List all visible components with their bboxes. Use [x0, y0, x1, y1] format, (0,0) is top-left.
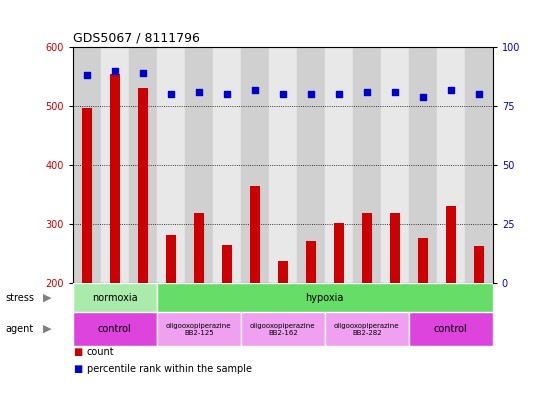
- Point: [222, 91, 231, 97]
- Bar: [446, 206, 456, 283]
- Point: [82, 72, 91, 79]
- Bar: [353, 47, 381, 283]
- Bar: [129, 47, 157, 283]
- Bar: [157, 312, 241, 346]
- Bar: [418, 237, 428, 283]
- Bar: [306, 241, 316, 283]
- Bar: [138, 88, 148, 283]
- Bar: [362, 213, 372, 283]
- Bar: [474, 246, 484, 283]
- Point: [418, 94, 427, 100]
- Point: [278, 91, 287, 97]
- Point: [250, 86, 259, 93]
- Bar: [110, 74, 120, 283]
- Bar: [437, 47, 465, 283]
- Bar: [157, 283, 493, 312]
- Bar: [409, 312, 493, 346]
- Point: [362, 89, 371, 95]
- Text: stress: stress: [6, 293, 35, 303]
- Bar: [157, 47, 185, 283]
- Bar: [166, 235, 176, 283]
- Point: [110, 68, 119, 74]
- Bar: [73, 283, 157, 312]
- Text: ▶: ▶: [43, 293, 52, 303]
- Text: percentile rank within the sample: percentile rank within the sample: [87, 364, 252, 375]
- Text: normoxia: normoxia: [92, 293, 138, 303]
- Point: [334, 91, 343, 97]
- Bar: [213, 47, 241, 283]
- Bar: [250, 185, 260, 283]
- Point: [166, 91, 175, 97]
- Bar: [465, 47, 493, 283]
- Bar: [101, 47, 129, 283]
- Bar: [222, 244, 232, 283]
- Text: agent: agent: [6, 324, 34, 334]
- Bar: [334, 223, 344, 283]
- Bar: [297, 47, 325, 283]
- Bar: [325, 312, 409, 346]
- Text: ■: ■: [73, 364, 82, 375]
- Point: [390, 89, 399, 95]
- Text: ■: ■: [73, 347, 82, 357]
- Bar: [194, 213, 204, 283]
- Bar: [185, 47, 213, 283]
- Text: oligooxopiperazine
BB2-282: oligooxopiperazine BB2-282: [334, 323, 399, 336]
- Bar: [325, 47, 353, 283]
- Point: [474, 91, 483, 97]
- Bar: [409, 47, 437, 283]
- Text: control: control: [434, 324, 468, 334]
- Text: count: count: [87, 347, 114, 357]
- Point: [138, 70, 147, 76]
- Bar: [269, 47, 297, 283]
- Text: oligooxopiperazine
BB2-162: oligooxopiperazine BB2-162: [250, 323, 315, 336]
- Text: hypoxia: hypoxia: [306, 293, 344, 303]
- Point: [446, 86, 455, 93]
- Point: [194, 89, 203, 95]
- Bar: [381, 47, 409, 283]
- Bar: [241, 47, 269, 283]
- Text: GDS5067 / 8111796: GDS5067 / 8111796: [73, 31, 200, 44]
- Text: control: control: [98, 324, 132, 334]
- Text: ▶: ▶: [43, 324, 52, 334]
- Bar: [82, 108, 92, 283]
- Bar: [241, 312, 325, 346]
- Point: [306, 91, 315, 97]
- Text: oligooxopiperazine
BB2-125: oligooxopiperazine BB2-125: [166, 323, 231, 336]
- Bar: [278, 261, 288, 283]
- Bar: [73, 47, 101, 283]
- Bar: [390, 213, 400, 283]
- Bar: [73, 312, 157, 346]
